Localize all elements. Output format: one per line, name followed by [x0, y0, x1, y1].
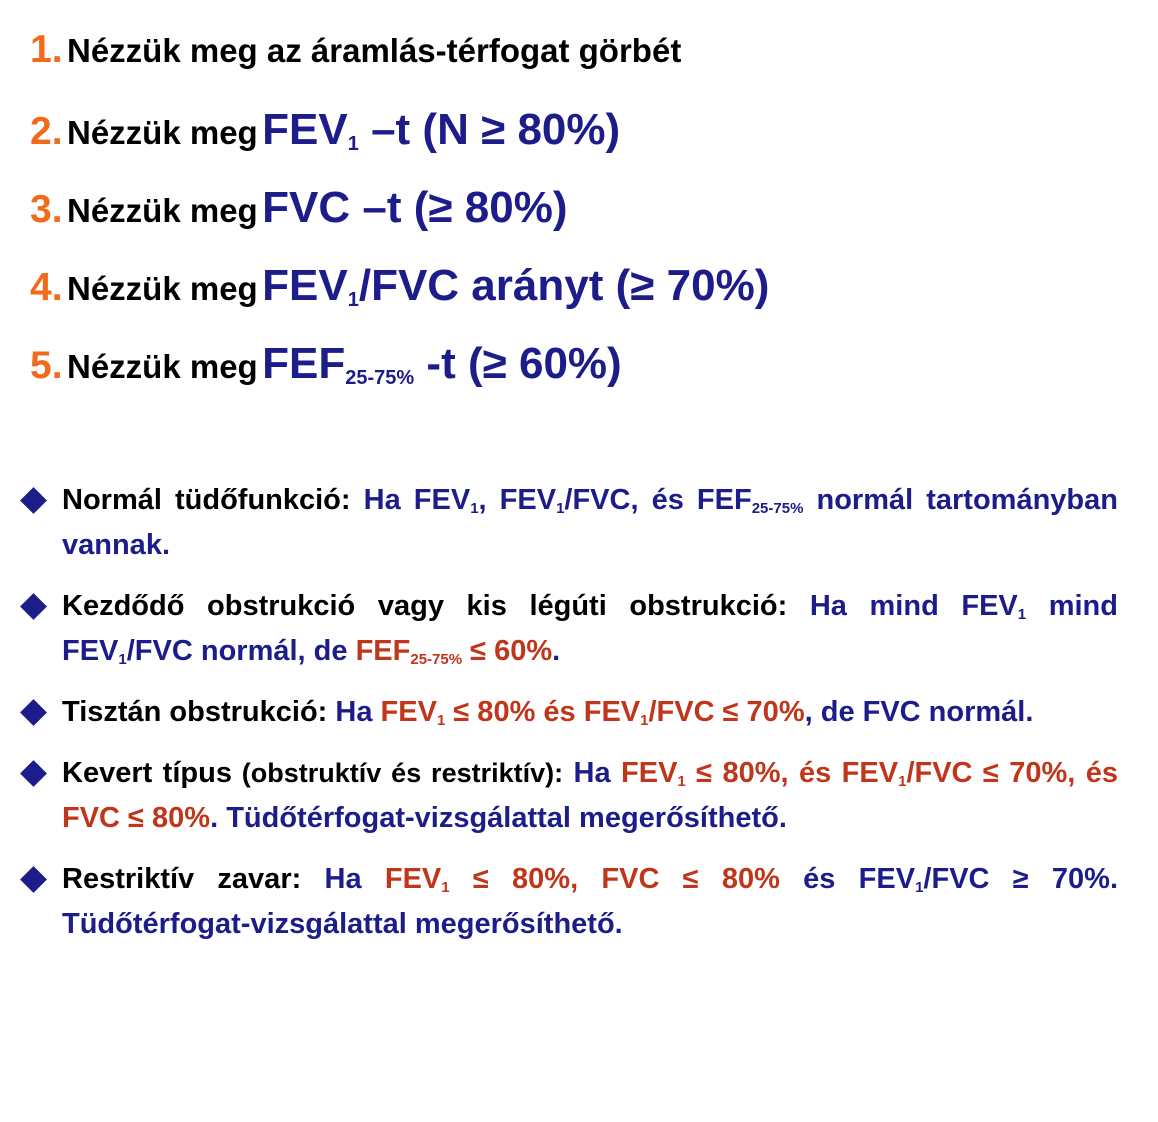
text: /FVC ≤ 70%: [648, 696, 805, 728]
step-3: 3. Nézzük meg FVC –t (≥ 80%): [30, 186, 1130, 264]
step-highlight: FEF25-75% -t (≥ 60%): [262, 339, 622, 389]
term: FEV: [262, 261, 348, 310]
text: .: [552, 635, 561, 667]
subscript: 1: [640, 712, 649, 729]
text: mind FEV: [62, 590, 1118, 667]
text: Ha: [563, 757, 622, 789]
text: /FVC ≥ 70%. Tüdőtérfogat-vizsgálattal me…: [62, 863, 1119, 940]
text: , FEV: [478, 484, 557, 516]
criteria-threshold: FEV1 ≤ 80%, és FEV1/FVC ≤ 70%, és FVC ≤ …: [62, 757, 1118, 834]
text: és FEV: [779, 863, 916, 895]
subscript: 1: [436, 712, 446, 729]
text: FEV: [384, 863, 442, 895]
criteria-restrictive: Restriktív zavar: Ha FEV1 ≤ 80%, FVC ≤ 8…: [18, 857, 1118, 947]
step-highlight: FEV1/FVC arányt (≥ 70%): [262, 261, 770, 311]
criteria-text: Ha mind FEV1 mind FEV1/FVC normál, de: [62, 590, 1118, 667]
criteria-title: Kezdődő obstrukció vagy kis légúti obstr…: [62, 590, 788, 622]
criteria-threshold: FEF25-75% ≤ 60%: [356, 635, 553, 667]
text: FEF: [355, 635, 411, 667]
term-rest: –t (N ≥ 80%): [358, 105, 621, 154]
step-text: Nézzük meg: [66, 114, 258, 151]
text: ≤ 80% és FEV: [445, 696, 641, 728]
criteria-subtitle: (obstruktív és restriktív):: [231, 758, 564, 788]
term-rest: /FVC arányt (≥ 70%): [358, 261, 770, 310]
criteria-threshold: FEV1 ≤ 80%, FVC ≤ 80%: [385, 863, 780, 895]
step-text: Nézzük meg: [66, 348, 258, 385]
text: ≤ 60%: [462, 635, 553, 667]
step-text: Nézzük meg az áramlás-térfogat görbét: [66, 32, 682, 69]
subscript: 1: [347, 289, 359, 311]
text: /FVC normál, de: [126, 635, 356, 667]
text: FEV: [621, 757, 678, 789]
step-2: 2. Nézzük meg FEV1 –t (N ≥ 80%): [30, 108, 1130, 186]
subscript: 1: [347, 133, 359, 155]
step-highlight: FVC –t (≥ 80%): [262, 183, 568, 232]
step-number: 3.: [30, 188, 63, 231]
criteria-text: és FEV1/FVC ≥ 70%. Tüdőtérfogat-vizsgála…: [62, 863, 1118, 940]
diamond-bullet-icon: [20, 487, 47, 514]
step-4: 4. Nézzük meg FEV1/FVC arányt (≥ 70%): [30, 264, 1130, 342]
step-number: 1.: [30, 28, 63, 71]
text: ≤ 80%, és FEV: [685, 757, 899, 789]
criteria-title: Normál tüdőfunkció:: [62, 484, 351, 516]
step-5: 5. Nézzük meg FEF25-75% -t (≥ 60%): [30, 342, 1130, 420]
criteria-pure-obstruction: Tisztán obstrukció: Ha FEV1 ≤ 80% és FEV…: [18, 690, 1118, 735]
text: Ha mind FEV: [787, 590, 1018, 622]
subscript: 1: [677, 773, 686, 790]
criteria-text: Ha FEV1, FEV1/FVC, és FEF25-75% normál t…: [62, 484, 1118, 561]
step-number: 4.: [30, 266, 63, 309]
text: . Tüdőtérfogat-vizsgálattal megerősíthet…: [210, 802, 787, 834]
diamond-bullet-icon: [20, 699, 47, 726]
text: Ha: [327, 696, 381, 728]
subscript: 1: [470, 500, 479, 517]
step-text: Nézzük meg: [66, 270, 258, 307]
step-number: 2.: [30, 110, 63, 153]
subscript: 25-75%: [751, 500, 804, 517]
text: FEV: [380, 696, 437, 728]
text: normál tartományban vannak.: [62, 484, 1118, 561]
step-highlight: FEV1 –t (N ≥ 80%): [262, 105, 621, 155]
criteria-list: Normál tüdőfunkció: Ha FEV1, FEV1/FVC, é…: [18, 478, 1118, 947]
text: Ha FEV: [350, 484, 471, 516]
diamond-bullet-icon: [20, 593, 47, 620]
criteria-mixed: Kevert típus (obstruktív és restriktív):…: [18, 751, 1118, 841]
steps-list: 1. Nézzük meg az áramlás-térfogat görbét…: [30, 30, 1130, 420]
text: /FVC ≤ 70%, és FVC ≤ 80%: [62, 757, 1118, 834]
subscript: 1: [556, 500, 565, 517]
term: FEF: [262, 339, 346, 388]
text: Ha: [301, 863, 385, 895]
subscript: 1: [441, 879, 450, 896]
step-text: Nézzük meg: [66, 192, 258, 229]
criteria-normal: Normál tüdőfunkció: Ha FEV1, FEV1/FVC, é…: [18, 478, 1118, 568]
step-1: 1. Nézzük meg az áramlás-térfogat görbét: [30, 30, 1130, 108]
subscript: 1: [898, 773, 907, 790]
text: /FVC, és FEF: [564, 484, 752, 516]
subscript: 1: [118, 651, 127, 668]
text: ≤ 80%, FVC ≤ 80%: [449, 863, 780, 895]
diamond-bullet-icon: [20, 760, 47, 787]
criteria-title: Kevert típus: [62, 757, 232, 789]
term: FEV: [262, 105, 348, 154]
text: , de FVC normál.: [804, 696, 1034, 728]
subscript: 1: [915, 879, 924, 896]
subscript: 1: [1017, 606, 1027, 623]
subscript: 25-75%: [410, 651, 463, 668]
criteria-title: Restriktív zavar:: [62, 863, 302, 895]
term-rest: -t (≥ 60%): [414, 339, 622, 388]
subscript: 25-75%: [345, 367, 415, 389]
criteria-early-obstruction: Kezdődő obstrukció vagy kis légúti obstr…: [18, 584, 1118, 674]
diamond-bullet-icon: [20, 866, 47, 893]
criteria-title: Tisztán obstrukció:: [62, 696, 328, 728]
criteria-threshold: FEV1 ≤ 80% és FEV1/FVC ≤ 70%: [381, 696, 805, 728]
step-number: 5.: [30, 344, 63, 387]
